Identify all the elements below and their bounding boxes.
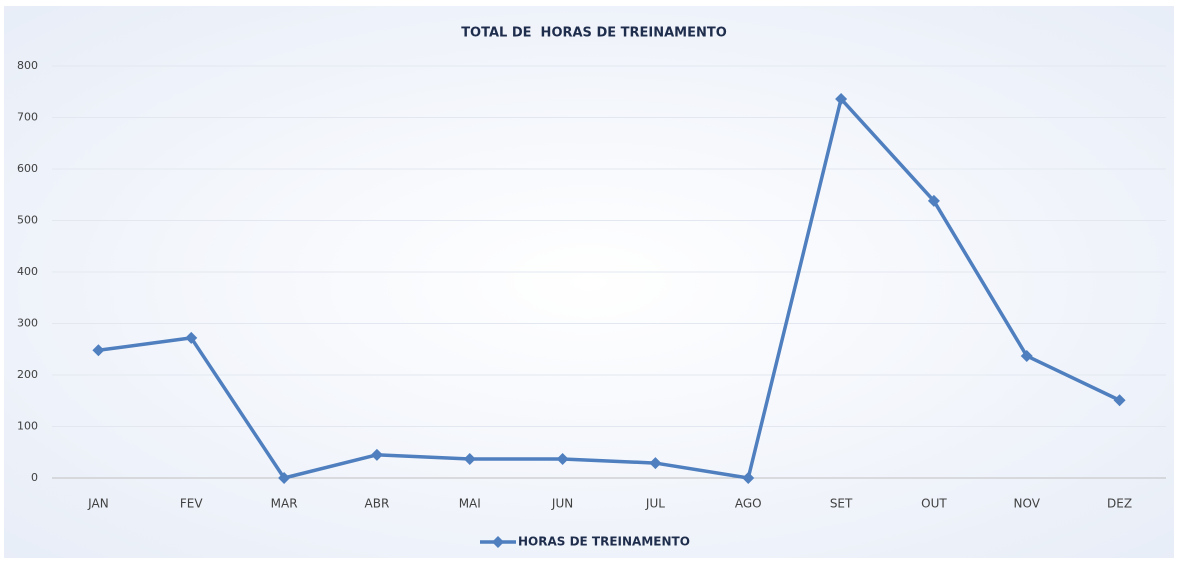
y-tick-label: 300 — [17, 317, 38, 330]
y-tick-label: 100 — [17, 420, 38, 433]
y-tick-label: 400 — [17, 265, 38, 278]
x-tick-label: OUT — [921, 497, 947, 511]
x-tick-label: MAI — [459, 497, 481, 511]
x-tick-label: ABR — [365, 497, 390, 511]
data-point — [927, 194, 940, 207]
data-point — [835, 92, 848, 105]
x-tick-label: JUN — [551, 497, 573, 511]
x-tick-label: NOV — [1014, 497, 1041, 511]
x-tick-label: SET — [830, 497, 853, 511]
data-point — [742, 472, 755, 484]
x-tick-label: FEV — [180, 497, 203, 511]
data-point — [185, 331, 198, 344]
data-point — [649, 457, 662, 470]
chart-background — [4, 6, 1174, 558]
data-point — [278, 472, 291, 484]
data-point — [463, 452, 476, 465]
y-tick-label: 500 — [17, 214, 38, 227]
x-tick-label: AGO — [735, 497, 762, 511]
y-tick-label: 800 — [17, 59, 38, 72]
x-tick-label: DEZ — [1107, 497, 1132, 511]
data-point — [370, 448, 383, 461]
data-point — [1020, 349, 1033, 362]
x-tick-label: JAN — [87, 497, 109, 511]
legend-label: HORAS DE TREINAMENTO — [518, 535, 690, 549]
data-point — [1113, 394, 1126, 407]
y-tick-label: 0 — [31, 471, 38, 484]
series-line — [98, 97, 1121, 480]
legend-marker — [492, 536, 504, 548]
y-tick-label: 700 — [17, 111, 38, 124]
data-point — [92, 344, 105, 357]
y-tick-label: 600 — [17, 162, 38, 175]
x-tick-label: MAR — [271, 497, 298, 511]
x-tick-label: JUL — [645, 497, 665, 511]
y-tick-label: 200 — [17, 368, 38, 381]
chart-title: TOTAL DE HORAS DE TREINAMENTO — [461, 26, 727, 41]
data-point — [556, 452, 569, 465]
